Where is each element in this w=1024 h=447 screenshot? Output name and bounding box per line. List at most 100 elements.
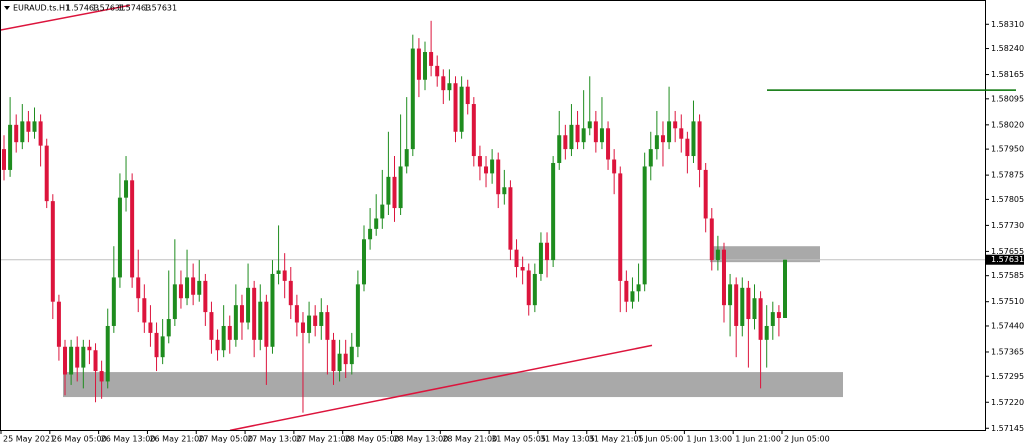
candle-body	[252, 287, 257, 340]
y-tick-label: 1.57655	[991, 247, 1024, 256]
candle-body	[87, 346, 92, 351]
candle-body	[752, 298, 757, 320]
candle-body	[581, 128, 586, 143]
menu-arrow[interactable]	[4, 6, 10, 10]
y-tick-label: 1.57805	[991, 195, 1024, 204]
candle-body	[63, 346, 68, 375]
candle-body	[386, 176, 391, 205]
candle-body	[215, 339, 220, 351]
y-tick-label: 1.57145	[991, 424, 1024, 433]
candle-body	[270, 273, 275, 347]
candle-body	[374, 218, 379, 229]
zone	[710, 246, 820, 263]
candle-body	[441, 76, 446, 91]
y-tick-label: 1.57365	[991, 347, 1024, 356]
candle-body	[166, 319, 171, 337]
candle-body	[361, 239, 366, 285]
candle-body	[697, 121, 702, 170]
candle-body	[2, 149, 6, 170]
y-tick-label: 1.58165	[991, 70, 1024, 79]
candle-body	[545, 242, 550, 261]
candle-body	[81, 346, 86, 368]
candle-body	[429, 52, 434, 66]
candle-body	[776, 312, 781, 318]
candle-body	[612, 159, 617, 174]
y-tick-label: 1.57220	[991, 398, 1024, 407]
candle-body	[38, 121, 43, 146]
candle-body	[569, 124, 574, 150]
y-tick-label: 1.57295	[991, 372, 1024, 381]
candle-body	[636, 284, 641, 292]
trendline	[229, 344, 653, 432]
candle-body	[392, 176, 397, 209]
candle-body	[264, 301, 269, 347]
candle-body	[276, 270, 281, 274]
candle-body	[642, 166, 647, 285]
candle-body	[740, 287, 745, 326]
x-tick-label: 1 Jun 21:00	[735, 435, 781, 444]
candle-body	[227, 325, 232, 340]
candle-body	[465, 86, 470, 105]
x-tick-label: 27 May 13:00	[247, 435, 302, 444]
candle-body	[435, 65, 440, 77]
candle-body	[26, 121, 31, 132]
candle-body	[484, 166, 489, 174]
candle-body	[679, 128, 684, 139]
y-tick-label: 1.58310	[991, 20, 1024, 29]
candle-body	[532, 273, 537, 306]
candle-body	[172, 284, 177, 320]
candle-body	[648, 149, 653, 167]
candle-body	[715, 249, 720, 261]
candle-body	[654, 135, 659, 150]
candle-body	[93, 350, 98, 372]
candle-body	[508, 187, 513, 250]
candle-body	[575, 124, 580, 143]
candle-body	[624, 280, 629, 302]
candle-body	[160, 336, 165, 358]
candle-body	[453, 83, 458, 132]
candle-body	[660, 135, 665, 143]
candle-body	[288, 280, 293, 306]
candle-body	[221, 325, 226, 351]
candle-body	[154, 332, 159, 358]
candle-body	[105, 325, 110, 382]
candle-body	[673, 121, 678, 129]
x-tick-label: 28 May 21:00	[442, 435, 497, 444]
candle-body	[606, 128, 611, 160]
candle-body	[32, 121, 37, 132]
candle-body	[490, 159, 495, 174]
header: EURAUD.ts.H1 1.57463 1.57631 1.57463 1.5…	[4, 4, 177, 13]
candle-body	[99, 371, 104, 382]
candle-body	[691, 121, 696, 157]
candle-body	[404, 149, 409, 167]
candle-body	[380, 204, 385, 219]
candle-body	[142, 298, 147, 323]
candle-body	[178, 284, 183, 299]
candle-body	[721, 249, 726, 306]
ohlc-low: 1.57463	[118, 4, 151, 13]
candle-body	[246, 287, 251, 323]
x-tick-label: 31 May 21:05	[589, 435, 644, 444]
y-tick-label: 1.57730	[991, 221, 1024, 230]
candle-body	[294, 305, 299, 323]
candle-body	[502, 187, 507, 195]
candle-body	[423, 52, 428, 80]
x-tick-label: 26 May 21:00	[149, 435, 204, 444]
candle-body	[8, 124, 13, 170]
candle-body	[124, 180, 129, 198]
candle-body	[587, 121, 592, 129]
candle-body	[343, 353, 348, 365]
candle-body	[20, 121, 25, 143]
plot-area	[0, 4, 985, 432]
symbol-title: EURAUD.ts.H1	[13, 4, 70, 13]
y-tick-label: 1.57440	[991, 321, 1024, 330]
candle-body	[233, 305, 238, 340]
y-tick-label: 1.57875	[991, 171, 1024, 180]
y-tick-label: 1.57510	[991, 297, 1024, 306]
candle-body	[185, 277, 190, 299]
candle-body	[477, 156, 482, 167]
candle-body	[325, 312, 330, 340]
candle-body	[496, 159, 501, 195]
ohlc-high: 1.57631	[92, 4, 125, 13]
